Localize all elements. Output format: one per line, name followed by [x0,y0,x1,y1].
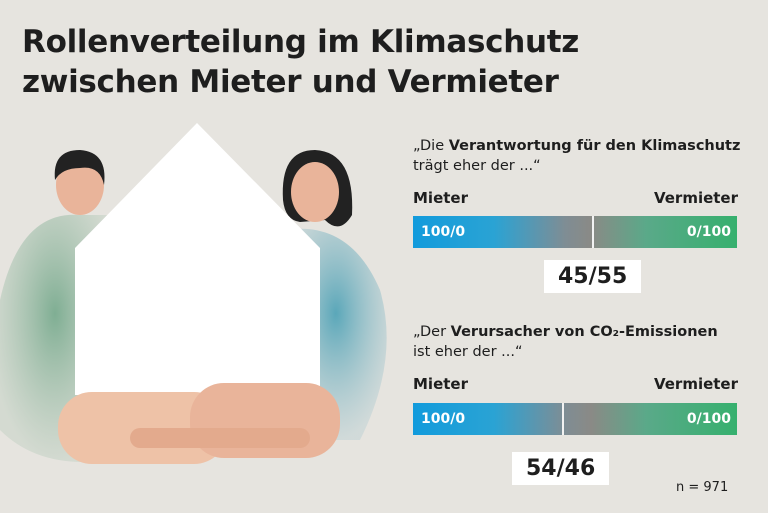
house [75,123,320,395]
question-emphasis: Verursacher von CO₂-Emissionen [450,324,718,340]
gradient-bar: 100/0 0/100 [413,216,737,248]
question-suffix: trägt eher der ...“ [413,158,541,174]
result: 54/46 [512,452,610,485]
sample-size: n = 971 [676,480,729,495]
bar-right-label: 0/100 [686,411,731,427]
question: „Die Verantwortung für den Klimaschutz tr… [413,136,740,176]
result: 45/55 [544,260,642,293]
question-suffix: ist eher der ...“ [413,344,523,360]
right-label: Vermieter [653,189,738,207]
marker [592,216,594,248]
illustration [0,123,387,464]
title-line: zwischen Mieter und Vermieter [22,64,559,100]
right-label: Vermieter [653,375,738,393]
title-line: Rollenverteilung im Klimaschutz [22,24,579,60]
gradient-bar: 100/0 0/100 [413,403,737,435]
finger [130,428,310,448]
question-emphasis: Verantwortung für den Klimaschutz [448,138,741,154]
head-left [56,155,104,215]
hair-left [54,150,105,185]
left-label: Mieter [413,189,468,207]
question-prefix: „Der [413,324,451,340]
bar-right-label: 0/100 [686,224,731,240]
bar-left-label: 100/0 [421,411,466,427]
head-right [291,162,339,222]
left-label: Mieter [413,375,468,393]
question-prefix: „Die [413,138,449,154]
bar-left-label: 100/0 [421,224,466,240]
question: „Der Verursacher von CO₂-Emissionen ist e… [413,322,718,362]
marker [562,403,564,435]
